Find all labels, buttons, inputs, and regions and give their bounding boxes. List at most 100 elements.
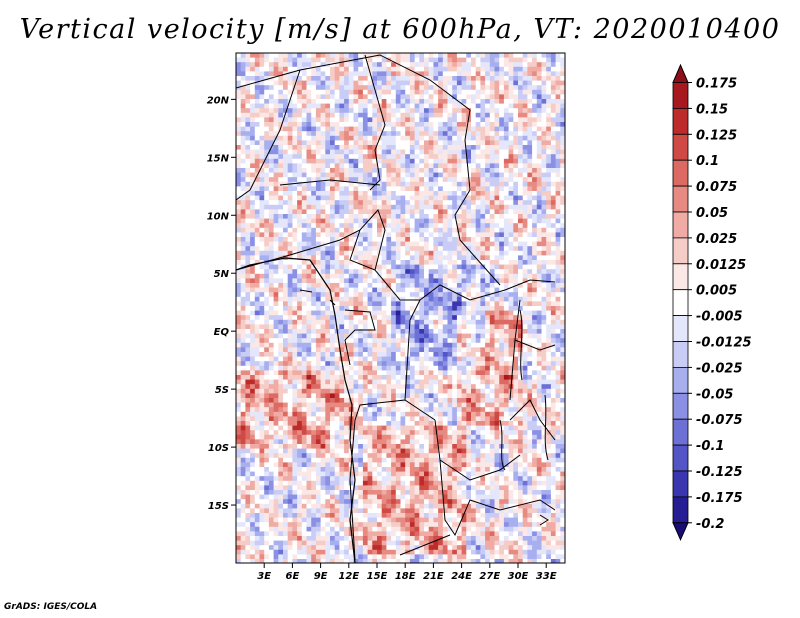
field-cell — [264, 117, 270, 123]
field-cell — [348, 218, 354, 224]
field-cell — [320, 250, 326, 256]
field-cell — [513, 264, 519, 270]
field-cell — [348, 140, 354, 146]
field-cell — [330, 375, 336, 380]
field-cell — [353, 168, 359, 173]
field-cell — [489, 85, 495, 91]
field-cell — [273, 237, 279, 242]
field-cell — [325, 57, 331, 63]
field-cell — [283, 324, 289, 330]
field-cell — [522, 66, 528, 72]
field-cell — [456, 53, 462, 58]
field-cell — [471, 209, 477, 215]
field-cell — [433, 365, 439, 371]
field-cell — [236, 329, 242, 334]
field-cell — [297, 53, 303, 58]
field-cell — [339, 66, 345, 72]
field-cell — [372, 264, 378, 270]
field-cell — [546, 76, 552, 81]
field-cell — [381, 71, 387, 77]
field-cell — [362, 324, 368, 330]
field-cell — [442, 365, 448, 371]
field-cell — [489, 53, 495, 58]
field-cell — [508, 278, 514, 284]
field-cell — [325, 283, 331, 288]
field-cell — [522, 76, 528, 81]
field-cell — [400, 370, 406, 376]
field-cell — [278, 370, 284, 376]
field-cell — [550, 273, 556, 279]
field-cell — [283, 356, 289, 362]
field-cell — [268, 296, 274, 302]
field-cell — [362, 76, 368, 81]
field-cell — [362, 264, 368, 270]
field-cell — [240, 66, 246, 72]
field-cell — [297, 99, 303, 104]
field-cell — [513, 145, 519, 150]
field-cell — [240, 163, 246, 169]
field-cell — [433, 200, 439, 206]
field-cell — [508, 319, 514, 325]
field-cell — [475, 365, 481, 371]
field-cell — [377, 310, 383, 316]
field-cell — [532, 85, 538, 91]
field-cell — [292, 168, 298, 173]
field-cell — [546, 356, 552, 362]
field-cell — [334, 154, 340, 160]
field-cell — [297, 195, 303, 201]
field-cell — [372, 99, 378, 104]
field-cell — [485, 338, 491, 344]
field-cell — [475, 370, 481, 376]
field-cell — [480, 319, 486, 325]
field-cell — [325, 99, 331, 104]
field-cell — [301, 227, 307, 233]
field-cell — [268, 301, 274, 307]
field-cell — [268, 103, 274, 109]
field-cell — [395, 218, 401, 224]
field-cell — [405, 135, 411, 141]
field-cell — [292, 163, 298, 169]
field-cell — [438, 273, 444, 279]
field-cell — [541, 260, 547, 265]
field-cell — [560, 370, 565, 376]
field-cell — [438, 66, 444, 72]
field-cell — [560, 186, 565, 192]
field-cell — [522, 80, 528, 86]
field-cell — [297, 145, 303, 150]
field-cell — [555, 296, 561, 302]
field-cell — [489, 209, 495, 215]
field-cell — [409, 191, 415, 196]
field-cell — [475, 319, 481, 325]
field-cell — [367, 117, 373, 123]
field-cell — [259, 296, 265, 302]
field-cell — [320, 135, 326, 141]
field-cell — [442, 214, 448, 219]
field-cell — [433, 214, 439, 219]
field-cell — [395, 181, 401, 187]
field-cell — [325, 264, 331, 270]
field-cell — [334, 112, 340, 118]
field-cell — [283, 223, 289, 229]
field-cell — [278, 292, 284, 298]
field-cell — [518, 218, 524, 224]
field-cell — [339, 186, 345, 192]
field-cell — [315, 255, 321, 261]
field-cell — [395, 135, 401, 141]
field-cell — [409, 296, 415, 302]
field-cell — [555, 273, 561, 279]
field-cell — [334, 287, 340, 293]
field-cell — [438, 241, 444, 247]
field-cell — [565, 209, 570, 214]
field-cell — [264, 191, 270, 196]
field-cell — [344, 315, 350, 321]
field-cell — [381, 306, 387, 311]
field-cell — [565, 315, 570, 320]
field-cell — [438, 342, 444, 348]
field-cell — [409, 347, 415, 353]
field-cell — [555, 62, 561, 68]
field-cell — [372, 301, 378, 307]
field-cell — [503, 108, 509, 114]
field-cell — [494, 301, 500, 307]
field-cell — [287, 352, 293, 357]
field-cell — [405, 149, 411, 155]
